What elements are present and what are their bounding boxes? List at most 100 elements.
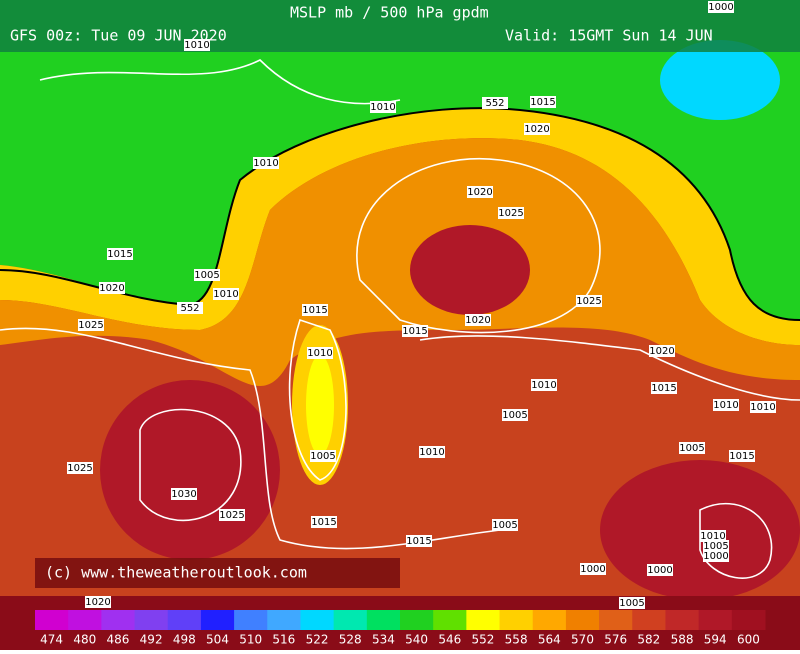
colorbar-label: 558 [505,633,528,647]
contour-label: 1005 [619,598,644,609]
colorbar-label: 492 [140,633,163,647]
colorbar-label: 528 [339,633,362,647]
contour-label-bg [99,282,125,294]
colorbar-label: 474 [40,633,63,647]
isobar [699,502,773,579]
contour-label: 1030 [171,489,196,500]
contour-label: 1020 [465,315,490,326]
contour-label-bg [647,564,673,576]
colorbar-swatch [167,610,202,630]
isobar [0,327,501,550]
yellow-band [0,108,800,345]
contour-label: 1010 [370,102,395,113]
map-title: MSLP mb / 500 hPa gpdm [290,4,489,22]
contour-label-bg [524,123,550,135]
colorbar-label: 534 [372,633,395,647]
contour-label-bg [219,509,245,521]
colorbar-swatch [134,610,169,630]
colorbar-label: 564 [538,633,561,647]
contour-label: 1010 [531,380,556,391]
colorbar-label: 504 [206,633,229,647]
colorbar-swatch [698,610,733,630]
contour-label: 1005 [194,270,219,281]
contour-label: 1020 [524,124,549,135]
contour-label: 1010 [750,402,775,413]
colorbar-label: 486 [107,633,130,647]
contour-label-bg [492,519,518,531]
contour-label-bg [482,97,508,109]
colorbar-swatch [200,610,235,630]
contour-label-bg [467,186,493,198]
colorbar-label: 600 [737,633,760,647]
contour-label-bg [419,446,445,458]
colorbar-swatch [234,610,268,630]
colorbar-swatch [433,610,467,630]
colorbar-label: 552 [472,633,495,647]
colorbar-swatch [300,610,335,630]
contour-label: 552 [485,98,504,109]
contour-label: 1020 [99,283,124,294]
contour-label: 1010 [213,289,238,300]
contour-label-bg [311,516,337,528]
contour-label-bg [576,295,602,307]
colorbar-label: 546 [438,633,461,647]
contour-label-bg [708,1,734,13]
run-label: GFS 00z: Tue 09 JUN 2020 [10,27,227,45]
colorbar-swatch [632,610,666,630]
copyright: (c) www.theweatheroutlook.com [45,564,307,582]
contour-label-bg [729,450,755,462]
colorbar-label: 582 [637,633,660,647]
colorbar-label: 588 [671,633,694,647]
colorbar-swatch [466,610,501,630]
contour-label-bg [213,288,239,300]
colorbar-swatch [499,610,534,630]
contour-label: 1000 [708,2,733,13]
contour-label: 552 [180,303,199,314]
contour-label-bg [530,96,556,108]
contour-label: 1005 [679,443,704,454]
contour-label: 1000 [647,565,672,576]
colorbar-label: 570 [571,633,594,647]
contour-label-bg [310,450,336,462]
isobar [356,158,601,334]
colorbar-swatch [101,610,136,630]
colorbar-swatch [400,610,434,630]
isobar [39,59,401,105]
contour-label: 1000 [580,564,605,575]
colorbar-swatch [565,610,600,630]
colorbar-swatch [68,610,102,630]
contour-label-bg [253,157,279,169]
colorbar-label: 480 [73,633,96,647]
contour-label: 1010 [713,400,738,411]
contour-label-bg [194,269,220,281]
contour-label: 1015 [406,536,431,547]
contour-label-bg [406,535,432,547]
contour-label: 1015 [302,305,327,316]
contour-label-bg [171,488,197,500]
colorbar-swatch [35,610,69,630]
552-line [0,107,800,321]
contour-label: 1015 [651,383,676,394]
contour-label: 1015 [402,326,427,337]
colorbar-swatch [366,610,401,630]
contour-label: 1015 [311,517,336,528]
contour-label: 1015 [729,451,754,462]
contour-label-bg [67,462,93,474]
contour-label-bg [679,442,705,454]
contour-label-bg [465,314,491,326]
colorbar-swatch [267,610,301,630]
contour-label-bg [184,39,210,51]
isobar [139,408,242,522]
copyright-box [35,558,400,588]
contour-label: 1020 [467,187,492,198]
contour-label-bg [177,302,203,314]
contour-label-bg [107,248,133,260]
contour-label: 1025 [67,463,92,474]
contour-label-bg [713,399,739,411]
red-patch [100,380,280,560]
colorbar-swatch [731,610,766,630]
colorbar-label: 498 [173,633,196,647]
colorbar-label: 510 [239,633,262,647]
contour-label: 1005 [502,410,527,421]
contour-label-bg [302,304,328,316]
